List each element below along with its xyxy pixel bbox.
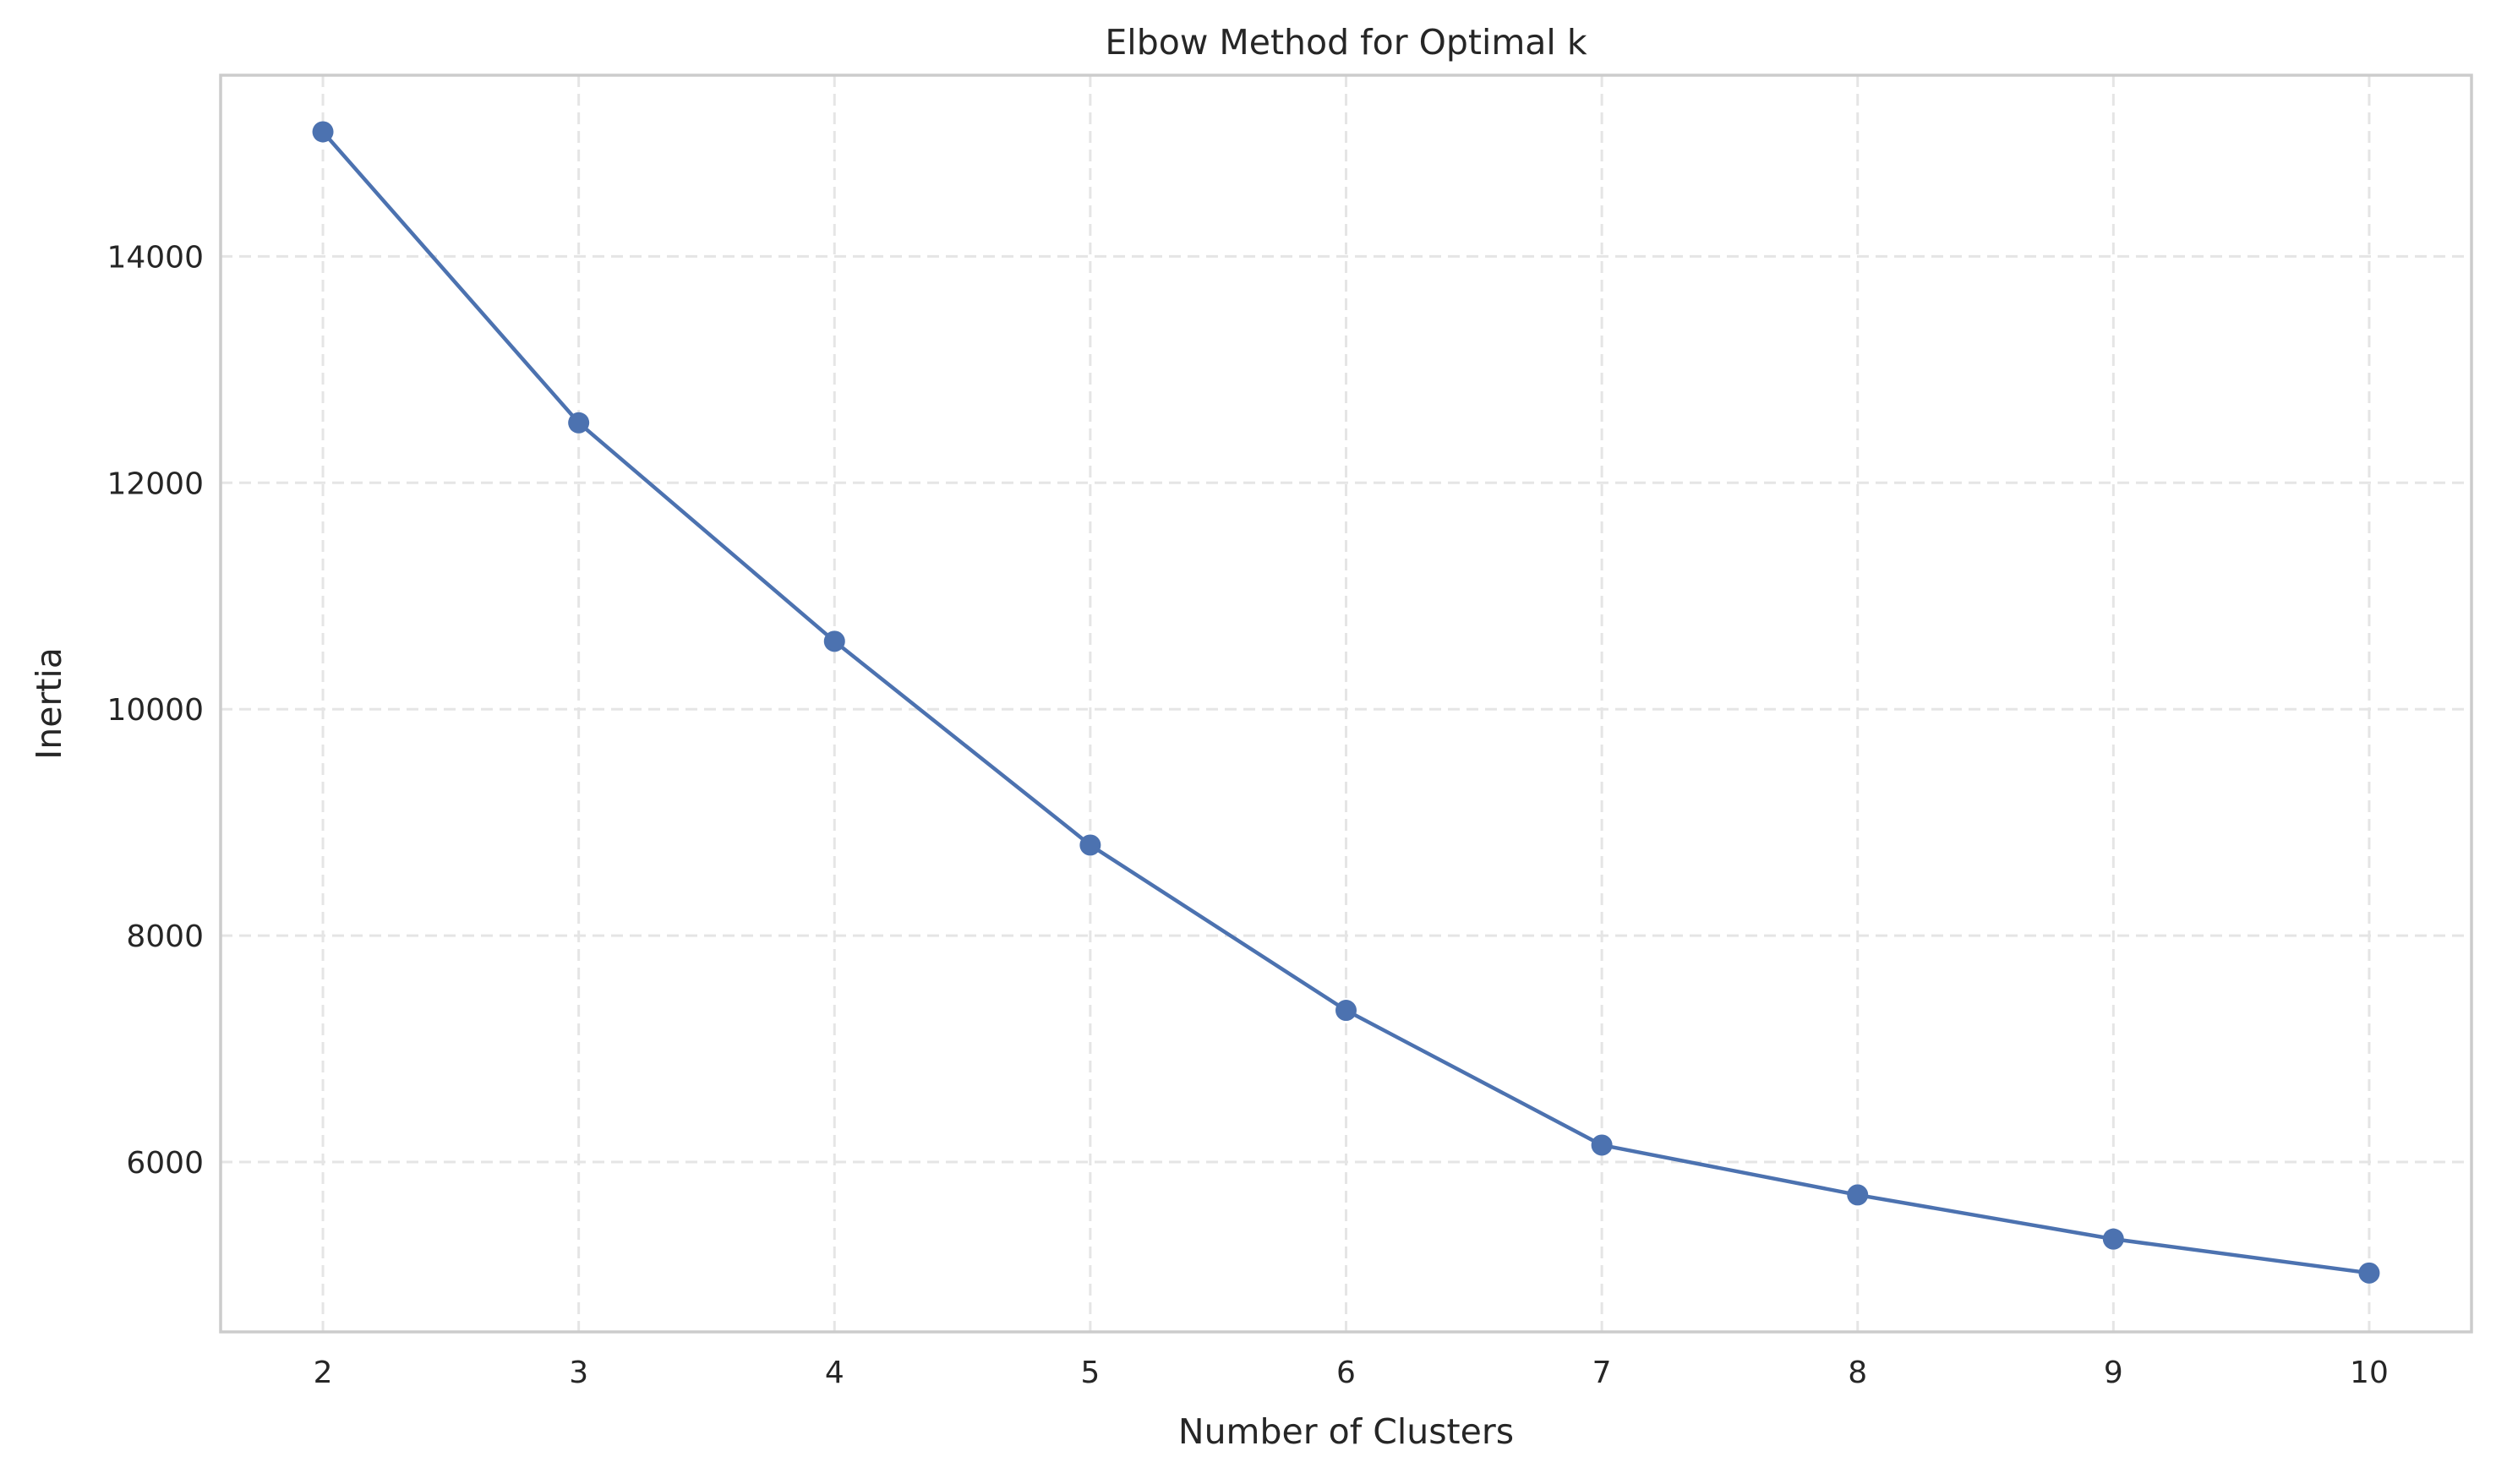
y-tick-label: 8000 (126, 919, 204, 954)
data-point-marker (1335, 1000, 1357, 1022)
chart-title: Elbow Method for Optimal k (1105, 22, 1587, 63)
data-point-marker (1847, 1184, 1869, 1206)
x-tick-label: 4 (825, 1356, 844, 1390)
y-tick-label: 14000 (107, 240, 204, 275)
data-point-marker (2358, 1262, 2380, 1284)
x-tick-label: 6 (1336, 1356, 1356, 1390)
y-tick-label: 6000 (126, 1146, 204, 1181)
tick-layer: 2 3 4 5 6 7 8 9 10 6000 8000 10000 12000 14000 (107, 240, 2388, 1390)
data-point-marker (823, 630, 845, 652)
x-axis-label: Number of Clusters (1178, 1411, 1514, 1452)
x-tick-label: 3 (569, 1356, 588, 1390)
x-tick-label: 5 (1080, 1356, 1100, 1390)
data-point-marker (568, 412, 590, 434)
x-tick-label: 8 (1848, 1356, 1867, 1390)
x-tick-label: 10 (2350, 1356, 2389, 1390)
data-point-marker (312, 121, 334, 143)
grid-layer (221, 75, 2471, 1332)
x-tick-label: 7 (1592, 1356, 1612, 1390)
y-tick-label: 12000 (107, 466, 204, 501)
x-tick-label: 9 (2104, 1356, 2123, 1390)
y-tick-label: 10000 (107, 693, 204, 728)
plot-frame (219, 74, 2473, 1334)
x-tick-label: 2 (314, 1356, 333, 1390)
data-point-marker (2102, 1228, 2124, 1250)
data-point-marker (1079, 834, 1101, 856)
y-axis-label: Inertia (29, 647, 69, 760)
data-point-marker (1591, 1134, 1613, 1156)
series-layer (312, 121, 2380, 1284)
